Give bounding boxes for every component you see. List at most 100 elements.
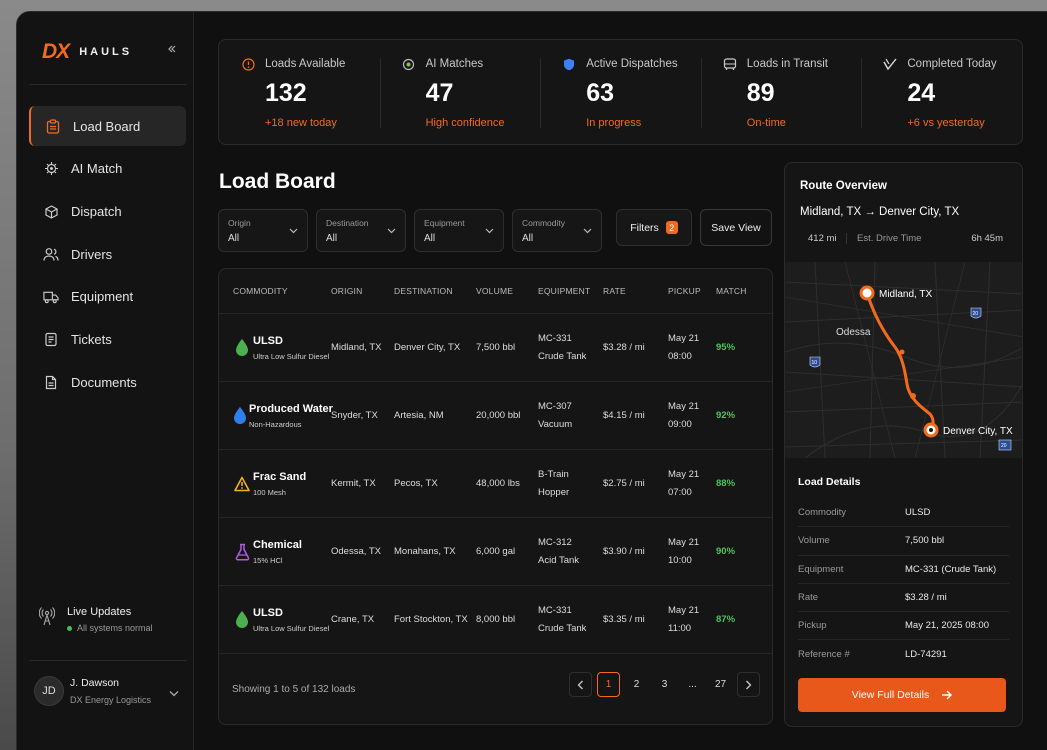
sidebar-item-drivers[interactable]: Drivers (29, 234, 186, 274)
stat-completed-today[interactable]: Completed Today 24 +6 vs yesterday (861, 40, 1022, 144)
collapse-sidebar-icon[interactable] (167, 44, 177, 57)
destination-cell: Artesia, NM (394, 410, 444, 421)
origin-cell: Snyder, TX (331, 410, 378, 421)
route-path: Midland, TX → Denver City, TX (800, 206, 960, 218)
commodity-name: Chemical (253, 538, 302, 551)
table-row[interactable]: Chemical 15% HCl Odessa, TX Monahans, TX … (219, 518, 772, 586)
drive-time-label: Est. Drive Time (846, 233, 964, 244)
filters-button[interactable]: Filters 2 (616, 209, 692, 246)
match-score: 95% (716, 342, 736, 353)
clipboard-icon (45, 118, 61, 134)
stat-value: 132 (265, 79, 307, 107)
load-details-table: Commodity ULSD Volume 7,500 bbl Equipment M… (798, 499, 1009, 669)
detail-key: Rate (798, 592, 819, 604)
shield-number: 20 (973, 311, 979, 317)
page-ellipsis: ... (688, 679, 697, 690)
column-header[interactable]: COMMODITY (233, 286, 288, 296)
sidebar-item-documents[interactable]: Documents (29, 362, 186, 402)
volume-cell: 7,500 bbl (476, 342, 516, 353)
bus-icon (723, 57, 737, 71)
stat-active-dispatches[interactable]: Active Dispatches 63 In progress (540, 40, 701, 144)
next-page-button[interactable] (737, 672, 760, 697)
table-row[interactable]: ULSD Ultra Low Sulfur Diesel Midland, TX … (219, 314, 772, 382)
sidebar-item-label: Dispatch (71, 203, 122, 219)
prev-page-button[interactable] (569, 672, 592, 697)
highway-shield-icon (998, 439, 1012, 451)
filter-destination[interactable]: Destination All (316, 209, 406, 252)
filter-origin[interactable]: Origin All (218, 209, 308, 252)
rate-cell: $4.15 / mi (603, 410, 645, 421)
sidebar-item-label: Load Board (73, 118, 141, 134)
pagination-summary: Showing 1 to 5 of 132 loads (232, 683, 356, 695)
pagination: 1 2 3 ... 27 (564, 672, 760, 697)
page-button[interactable]: 1 (597, 672, 620, 697)
sidebar-item-label: Drivers (71, 246, 113, 262)
detail-value: ULSD (905, 507, 931, 519)
page-button[interactable]: 3 (661, 679, 668, 690)
commodity-sub: 15% HCl (253, 555, 283, 565)
detail-key: Pickup (798, 620, 827, 632)
column-header[interactable]: VOLUME (476, 286, 514, 296)
stat-sub: In progress (586, 117, 642, 129)
system-status-text: All systems normal (77, 623, 153, 633)
page-button[interactable]: 27 (714, 679, 727, 690)
sidebar-item-dispatch[interactable]: Dispatch (29, 191, 186, 231)
sidebar-item-ai-match[interactable]: AI Match (29, 149, 186, 189)
route-overview-panel: Route Overview Midland, TX → Denver City… (784, 162, 1023, 727)
shield-number: 10 (812, 360, 818, 366)
pickup-date: May 21 (668, 604, 700, 616)
column-header[interactable]: RATE (603, 286, 626, 296)
logo: DX HAULS (42, 40, 132, 64)
column-header[interactable]: EQUIPMENT (538, 286, 591, 296)
rate-cell: $3.28 / mi (603, 342, 645, 353)
equipment-type: Crude Tank (538, 350, 587, 362)
volume-cell: 20,000 bbl (476, 410, 521, 421)
route-title: Route Overview (800, 180, 887, 192)
users-icon (43, 246, 59, 262)
match-score: 92% (716, 410, 736, 421)
shield-icon (562, 57, 576, 71)
column-header[interactable]: PICKUP (668, 286, 701, 296)
sidebar-item-load-board[interactable]: Load Board (29, 106, 186, 146)
route-map[interactable]: Odessa Midland, TX Denver City, TX 20 10… (785, 261, 1022, 459)
stat-ai-matches[interactable]: AI Matches 47 High confidence (379, 40, 541, 144)
stat-loads-available[interactable]: Loads Available 132 +18 new today (219, 40, 380, 144)
table-row[interactable]: Frac Sand 100 Mesh Kermit, TX Pecos, TX 4… (219, 450, 772, 518)
match-score: 88% (716, 478, 736, 489)
column-header[interactable]: ORIGIN (331, 286, 363, 296)
view-full-details-button[interactable]: View Full Details (798, 678, 1006, 712)
pickup-date: May 21 (668, 400, 700, 412)
filter-commodity[interactable]: Commodity All (512, 209, 602, 252)
stat-value: 63 (586, 79, 614, 107)
stats-bar: Loads Available 132 +18 new today AI Mat… (218, 39, 1023, 145)
column-header[interactable]: MATCH (716, 286, 747, 296)
commodity-name: ULSD (253, 606, 283, 619)
stat-sub: +18 new today (265, 117, 337, 129)
stat-value: 24 (907, 79, 936, 107)
detail-value: 7,500 bbl (905, 535, 945, 547)
detail-row: Commodity ULSD (798, 499, 1009, 528)
stat-loads-in-transit[interactable]: Loads in Transit 89 On-time (700, 40, 862, 144)
pickup-cell: May 21 09:00 (668, 398, 716, 434)
column-header[interactable]: DESTINATION (394, 286, 453, 296)
origin-cell: Midland, TX (331, 342, 382, 353)
fuel-drop-icon (233, 609, 251, 631)
save-view-button[interactable]: Save View (700, 209, 772, 246)
detail-row: Pickup May 21, 2025 08:00 (798, 612, 1009, 641)
page-button[interactable]: 2 (633, 679, 640, 690)
destination-cell: Fort Stockton, TX (394, 614, 468, 625)
sidebar-item-label: Equipment (71, 289, 134, 305)
antenna-icon (38, 606, 56, 633)
chevron-down-icon[interactable] (169, 689, 179, 699)
filter-value: All (522, 233, 534, 244)
table-row[interactable]: Produced Water Non-Hazardous Snyder, TX A… (219, 382, 772, 450)
equipment-type: Hopper (538, 486, 570, 498)
user-menu[interactable]: JD J. Dawson DX Energy Logistics (34, 676, 151, 706)
sidebar-item-equipment[interactable]: Equipment (29, 277, 186, 317)
filter-equipment[interactable]: Equipment All (414, 209, 504, 252)
arrow-right-icon (941, 690, 953, 700)
sidebar-item-tickets[interactable]: Tickets (29, 319, 186, 359)
origin-cell: Kermit, TX (331, 478, 376, 489)
map-destination-label: Denver City, TX (943, 426, 1013, 437)
table-row[interactable]: ULSD Ultra Low Sulfur Diesel Crane, TX Fo… (219, 586, 772, 654)
